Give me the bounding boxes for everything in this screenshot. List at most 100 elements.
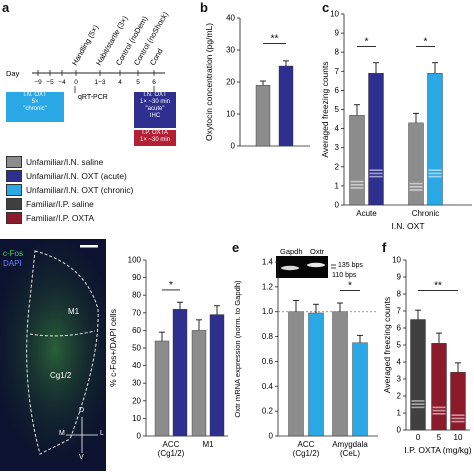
bar: [154, 340, 170, 437]
y-tick-label: 2: [335, 162, 340, 171]
group-label: ACC: [163, 440, 180, 449]
y-tick-label: 0.4: [262, 382, 274, 391]
y-axis-label: Averaged freezing counts: [382, 297, 392, 393]
legend-label: Familiar/I.P. saline: [26, 199, 94, 209]
bar: [308, 312, 324, 437]
bar: [427, 73, 443, 206]
x-axis-label: I.N. OXT: [391, 221, 424, 231]
bar: [352, 342, 368, 437]
legend-swatch: [6, 184, 22, 196]
y-tick-label: 10: [392, 256, 401, 265]
y-tick-label: 70: [132, 308, 141, 317]
timeline-tick-label: 6: [152, 79, 156, 86]
bar: [191, 330, 207, 437]
bar: [349, 115, 365, 206]
timeline-tick-label: −9: [34, 79, 42, 86]
timeline-event-label: Cond: [148, 47, 165, 67]
y-tick-label: 0.6: [262, 357, 274, 366]
y-axis-label: Oxytocin concentration (pg/mL): [204, 23, 214, 141]
y-tick-label: 30: [226, 46, 235, 55]
y-tick-label: 10: [226, 110, 235, 119]
gel-lane-oxtr: Oxtr: [310, 247, 325, 256]
y-tick-label: 0: [269, 432, 274, 441]
group-label-sub: (Cg1/2): [293, 449, 320, 458]
legend-swatch: [6, 170, 22, 182]
legend-entry: Familiar/I.P. saline: [6, 198, 94, 210]
bar-stripe: [411, 406, 425, 409]
bar: [410, 319, 426, 431]
significance-marker: **: [271, 34, 279, 45]
legend: Unfamiliar/I.N. saline Unfamiliar/I.N. OX…: [0, 152, 200, 232]
bar-stripe: [411, 400, 425, 402]
legend-entry: Unfamiliar/I.N. OXT (acute): [6, 170, 127, 182]
box-acute-line1: I.N. OXT: [143, 92, 167, 98]
timeline-qrt-label: qRT-PCR: [78, 94, 108, 101]
y-tick-label: 0: [231, 142, 236, 151]
y-tick-label: 1.4: [262, 258, 274, 267]
channel-cfos-label: c-Fos: [3, 249, 23, 258]
y-tick-label: 30: [132, 379, 141, 388]
significance-marker: **: [434, 281, 442, 292]
y-tick-label: 0.2: [262, 407, 274, 416]
bar-stripe: [369, 169, 383, 172]
y-tick-label: 6: [335, 86, 340, 95]
x-tick-label: 0: [416, 433, 421, 442]
y-tick-label: 40: [132, 361, 141, 370]
micrograph: c-Fos DAPI M1 Cg1/2 D M L V: [0, 239, 106, 471]
orient-l-label: L: [100, 430, 104, 437]
group-label: Amygdala: [332, 440, 368, 449]
legend-label: Unfamiliar/I.N. saline: [26, 157, 104, 167]
y-tick-label: 1.0: [262, 307, 274, 316]
bar-stripe: [432, 412, 446, 415]
group-label: M1: [202, 440, 214, 449]
y-tick-label: 90: [132, 273, 141, 282]
group-label-sub: (CeL): [340, 449, 360, 458]
legend-label: Unfamiliar/I.N. OXT (acute): [26, 171, 127, 181]
bar-stripe: [428, 172, 442, 175]
gel-inset: Gapdh Oxtr 135 bps 110 bps: [276, 247, 363, 279]
timeline-box-acute: I.N. OXT 1× ~30 min "acute" IHC: [134, 92, 176, 128]
legend-entry: Unfamiliar/I.N. saline: [6, 156, 103, 168]
box-chronic-line1: I.N. OXT: [23, 92, 47, 98]
bar: [408, 122, 424, 206]
y-tick-label: 10: [132, 414, 141, 423]
region-m1-label: M1: [68, 307, 80, 316]
panel-letter-b: b: [200, 0, 208, 15]
bar-stripe: [409, 186, 423, 188]
timeline-tick-label: 1−3: [94, 79, 105, 86]
group-label-sub: (Cg1/2): [158, 449, 185, 458]
y-tick-label: 10: [330, 10, 339, 19]
gel-lane-gapdh: Gapdh: [280, 247, 303, 256]
y-tick-label: 1: [397, 409, 402, 418]
y-tick-label: 0.8: [262, 332, 274, 341]
x-tick-label: 5: [437, 433, 442, 442]
chart-d: 0 10 20 30 40 50 60 70 80 90 100 % c-Fos+/DAPI cell…: [108, 256, 228, 458]
timeline-box-ip: I.P. OXTA 1× ~30 min: [134, 130, 176, 146]
y-tick-label: 8: [335, 48, 340, 57]
y-tick-label: 20: [132, 396, 141, 405]
bar: [332, 311, 348, 437]
legend-entry: Unfamiliar/I.N. OXT (chronic): [6, 184, 133, 196]
bar-stripe: [369, 172, 383, 175]
gel-band-gapdh: [281, 265, 299, 271]
y-tick-label: 1.2: [262, 282, 274, 291]
chart-f: 0 1 2 3 4 5 6 7 8 9 10 Averaged freezing counts ** 0 5…: [382, 256, 472, 456]
orient-d-label: D: [79, 407, 85, 414]
y-tick-label: 80: [132, 291, 141, 300]
bar: [278, 65, 294, 147]
orient-v-label: V: [79, 454, 84, 461]
box-chronic-line2: 5×: [31, 99, 39, 105]
y-tick-label: 50: [132, 344, 141, 353]
region-cg-label: Cg1/2: [50, 371, 72, 380]
bar-stripe: [411, 403, 425, 405]
chronic-dosing-marks: [41, 82, 59, 90]
channel-dapi-label: DAPI: [3, 259, 22, 268]
orient-m-label: M: [59, 430, 65, 437]
y-tick-label: 3: [397, 375, 402, 384]
y-tick-label: 0: [137, 432, 142, 441]
group-label: ACC: [298, 440, 315, 449]
group-label: Chronic: [412, 209, 440, 218]
bar: [255, 84, 271, 147]
bar-stripe: [409, 182, 423, 185]
y-tick-label: 4: [335, 124, 340, 133]
